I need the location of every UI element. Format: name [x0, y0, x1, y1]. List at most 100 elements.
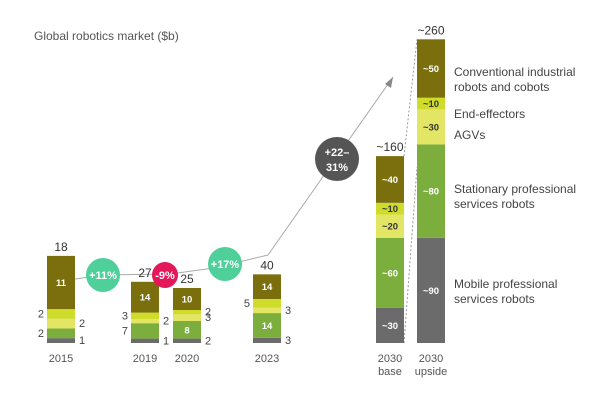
badge-circle — [152, 262, 178, 288]
segment-label: ~80 — [423, 187, 439, 198]
x-tick-label: 2015 — [49, 353, 73, 365]
bar-total: 40 — [260, 258, 274, 272]
legend-label: End-effectors — [454, 107, 525, 121]
badge-label: -9% — [155, 270, 175, 282]
segment-label: ~30 — [423, 122, 439, 133]
bar-total: 25 — [180, 272, 194, 286]
bars-layer: 1222111820151723142720192832102520203143… — [38, 23, 447, 378]
segment-label: 3 — [285, 335, 291, 347]
segment-mobile — [417, 237, 445, 343]
segment-stationary — [253, 313, 281, 338]
connector-line — [403, 39, 418, 157]
segment-label: 3 — [122, 310, 128, 322]
x-tick-label: upside — [415, 366, 447, 378]
segment-stationary — [417, 144, 445, 238]
badge-label: 31% — [326, 162, 348, 174]
x-tick-label: 2020 — [175, 353, 199, 365]
segment-mobile — [47, 338, 75, 343]
bar-2023: 3 14 3 5 14 40 2023 — [244, 258, 291, 365]
segment-end_effectors — [417, 97, 445, 110]
segment-label: 1 — [79, 335, 85, 347]
legend-label: Mobile professional — [454, 277, 557, 291]
segment-label: 2 — [38, 308, 44, 320]
x-tick-label: base — [378, 366, 402, 378]
growth-badge: +17% — [208, 247, 242, 281]
growth-badge: +11% — [86, 258, 120, 292]
segment-label: 5 — [244, 298, 250, 310]
growth-badge: +22– 31% — [315, 137, 359, 181]
segment-conventional — [47, 255, 75, 310]
segment-stationary — [376, 237, 404, 308]
badge-label: +17% — [211, 259, 240, 271]
segment-stationary — [131, 323, 159, 339]
segment-agvs — [173, 314, 201, 321]
segment-label: ~30 — [382, 321, 398, 332]
badge-circle — [315, 137, 359, 181]
trend-arrowhead-icon — [385, 77, 393, 88]
segment-conventional — [253, 274, 281, 299]
x-tick-label: 2019 — [133, 353, 157, 365]
segment-agvs — [131, 319, 159, 324]
segment-label: ~40 — [382, 175, 398, 186]
bar-total: ~260 — [417, 23, 444, 37]
badges-layer: +11% -9% +17% +22– 31% — [86, 137, 359, 292]
segment-label: 14 — [262, 282, 273, 293]
segment-conventional — [173, 288, 201, 310]
segment-label: ~50 — [423, 64, 439, 75]
segment-label: ~10 — [382, 204, 398, 215]
segment-agvs — [376, 214, 404, 238]
legend-label: Stationary professional — [454, 182, 576, 196]
segment-label: ~20 — [382, 222, 398, 233]
legend-label: Conventional industrial — [454, 65, 575, 79]
badge-circle — [208, 247, 242, 281]
trend-layer — [47, 39, 418, 344]
segment-label: 3 — [205, 312, 211, 324]
segment-label: 3 — [285, 305, 291, 317]
segment-mobile — [173, 338, 201, 343]
segment-end_effectors — [131, 312, 159, 320]
segment-conventional — [376, 156, 404, 203]
bar-total: 27 — [138, 266, 152, 280]
segment-label: 11 — [56, 278, 67, 289]
legend-item-agvs: AGVs — [454, 128, 485, 142]
segment-end_effectors — [173, 310, 201, 315]
segment-stationary — [47, 328, 75, 339]
segment-label: 2 — [38, 328, 44, 340]
segment-agvs — [417, 109, 445, 145]
segment-end_effectors — [47, 309, 75, 319]
segment-label: 14 — [140, 293, 151, 304]
segment-end_effectors — [376, 202, 404, 215]
segment-label: ~60 — [382, 268, 398, 279]
segment-label: 14 — [262, 321, 273, 332]
segment-agvs — [47, 318, 75, 329]
bar-total: ~160 — [376, 140, 403, 154]
segment-label: 2 — [79, 318, 85, 330]
bar-2019: 1 7 2 3 14 27 2019 — [122, 266, 169, 365]
segment-conventional — [417, 39, 445, 98]
segment-label: 7 — [122, 325, 128, 337]
legend-item-end_effectors: End-effectors — [454, 107, 525, 121]
segment-mobile — [131, 338, 159, 343]
segment-label: ~10 — [423, 99, 439, 110]
segment-label: 2 — [205, 335, 211, 347]
legend-label: services robots — [454, 292, 535, 306]
segment-conventional — [131, 281, 159, 313]
chart-title: Global robotics market ($b) — [34, 29, 179, 43]
segment-label: 2 — [205, 307, 211, 319]
segment-stationary — [173, 321, 201, 339]
badge-circle — [86, 258, 120, 292]
badge-label: +11% — [89, 270, 117, 282]
segment-agvs — [253, 307, 281, 314]
bar-2015: 1 2 2 2 11 18 2015 — [38, 240, 85, 365]
legend-label: robots and cobots — [454, 80, 549, 94]
x-tick-label: 2030 — [419, 353, 443, 365]
segment-label: 1 — [163, 335, 169, 347]
connector-line — [403, 166, 418, 344]
segment-label: ~90 — [423, 286, 439, 297]
legend-label: services robots — [454, 197, 535, 211]
